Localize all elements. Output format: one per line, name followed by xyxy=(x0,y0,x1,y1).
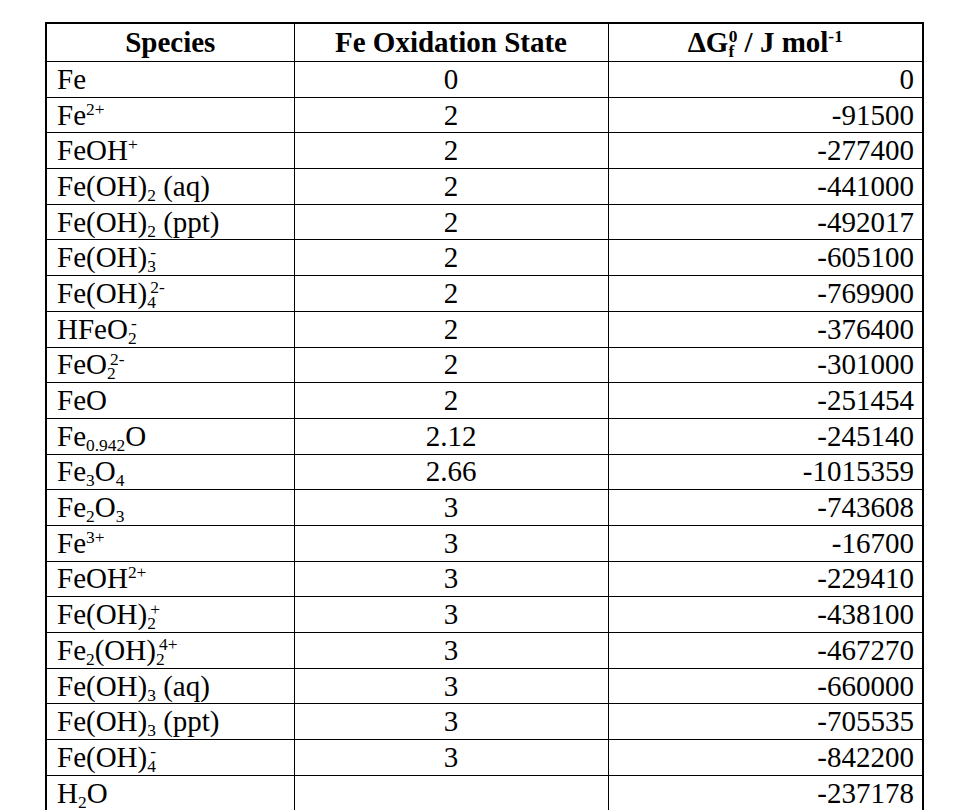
species-cell: HFeO2- xyxy=(46,311,294,347)
species-cell: Fe(OH)2 (aq) xyxy=(46,169,294,205)
table-row: Fe(OH)2 (ppt) 2 -492017 xyxy=(46,204,923,240)
table-row: HFeO2- 2 -376400 xyxy=(46,311,923,347)
gibbs-energy-cell: -277400 xyxy=(608,133,923,169)
gibbs-energy-cell: -769900 xyxy=(608,276,923,312)
oxidation-cell: 3 xyxy=(294,490,608,526)
species-cell: Fe xyxy=(46,62,294,98)
gibbs-energy-cell: -441000 xyxy=(608,169,923,205)
gibbs-energy-cell: -245140 xyxy=(608,418,923,454)
oxidation-cell: 2.12 xyxy=(294,418,608,454)
species-cell: Fe(OH)2 (ppt) xyxy=(46,204,294,240)
oxidation-cell: 3 xyxy=(294,704,608,740)
gibbs-energy-cell: -705535 xyxy=(608,704,923,740)
oxidation-cell: 3 xyxy=(294,668,608,704)
gibbs-energy-cell: -229410 xyxy=(608,561,923,597)
gibbs-energy-cell: -376400 xyxy=(608,311,923,347)
gibbs-energy-cell: -251454 xyxy=(608,383,923,419)
species-cell: Fe(OH)3- xyxy=(46,240,294,276)
oxidation-cell: 2 xyxy=(294,311,608,347)
table-row: Fe3O4 2.66 -1015359 xyxy=(46,454,923,490)
table-row: Fe(OH)3- 2 -605100 xyxy=(46,240,923,276)
gibbs-energy-cell: -605100 xyxy=(608,240,923,276)
oxidation-cell: 3 xyxy=(294,740,608,776)
species-cell: FeO xyxy=(46,383,294,419)
species-cell: Fe3+ xyxy=(46,525,294,561)
table-row: Fe3+ 3 -16700 xyxy=(46,525,923,561)
species-cell: Fe2(OH)24+ xyxy=(46,633,294,669)
oxidation-cell: 3 xyxy=(294,597,608,633)
gibbs-energy-cell: -492017 xyxy=(608,204,923,240)
oxidation-cell: 2 xyxy=(294,240,608,276)
table-row: Fe(OH)4- 3 -842200 xyxy=(46,740,923,776)
table-row: Fe(OH)42- 2 -769900 xyxy=(46,276,923,312)
species-table-body: Fe 0 0 Fe2+ 2 -91500 FeOH+ 2 -277400 Fe(… xyxy=(46,62,923,810)
column-header-oxidation-state: Fe Oxidation State xyxy=(294,23,608,62)
gibbs-energy-cell: -91500 xyxy=(608,97,923,133)
oxidation-cell: 3 xyxy=(294,633,608,669)
table-row: Fe2+ 2 -91500 xyxy=(46,97,923,133)
gibbs-energy-cell: -16700 xyxy=(608,525,923,561)
table-row: FeO22- 2 -301000 xyxy=(46,347,923,383)
table-row: Fe2O3 3 -743608 xyxy=(46,490,923,526)
gibbs-energy-cell: -438100 xyxy=(608,597,923,633)
table-row: FeO 2 -251454 xyxy=(46,383,923,419)
gibbs-energy-cell: -660000 xyxy=(608,668,923,704)
oxidation-cell: 2 xyxy=(294,383,608,419)
table-row: FeOH+ 2 -277400 xyxy=(46,133,923,169)
table-row: Fe(OH)3 (aq) 3 -660000 xyxy=(46,668,923,704)
species-cell: FeOH2+ xyxy=(46,561,294,597)
species-cell: Fe(OH)42- xyxy=(46,276,294,312)
species-cell: Fe(OH)4- xyxy=(46,740,294,776)
gibbs-energy-cell: -467270 xyxy=(608,633,923,669)
document-page: Species Fe Oxidation State ΔGf0 / J mol-… xyxy=(0,0,960,810)
gibbs-energy-cell: 0 xyxy=(608,62,923,98)
oxidation-cell: 2 xyxy=(294,97,608,133)
oxidation-cell: 2 xyxy=(294,347,608,383)
table-row: Fe2(OH)24+ 3 -467270 xyxy=(46,633,923,669)
oxidation-cell: 2 xyxy=(294,276,608,312)
table-row: Fe(OH)2+ 3 -438100 xyxy=(46,597,923,633)
oxidation-cell: 3 xyxy=(294,525,608,561)
oxidation-cell: 2 xyxy=(294,169,608,205)
oxidation-cell: 2 xyxy=(294,133,608,169)
table-row: Fe(OH)2 (aq) 2 -441000 xyxy=(46,169,923,205)
species-cell: Fe3O4 xyxy=(46,454,294,490)
gibbs-energy-cell: -237178 xyxy=(608,775,923,810)
gibbs-energy-cell: -1015359 xyxy=(608,454,923,490)
gibbs-energy-cell: -842200 xyxy=(608,740,923,776)
species-cell: Fe0.942O xyxy=(46,418,294,454)
table-row: Fe(OH)3 (ppt) 3 -705535 xyxy=(46,704,923,740)
table-row: FeOH2+ 3 -229410 xyxy=(46,561,923,597)
species-cell: Fe(OH)2+ xyxy=(46,597,294,633)
species-cell: Fe2O3 xyxy=(46,490,294,526)
column-header-gibbs-energy: ΔGf0 / J mol-1 xyxy=(608,23,923,62)
gibbs-energy-cell: -743608 xyxy=(608,490,923,526)
oxidation-cell xyxy=(294,775,608,810)
oxidation-cell: 0 xyxy=(294,62,608,98)
iron-species-thermodynamics-table: Species Fe Oxidation State ΔGf0 / J mol-… xyxy=(45,22,924,810)
oxidation-cell: 2.66 xyxy=(294,454,608,490)
table-row: Fe0.942O 2.12 -245140 xyxy=(46,418,923,454)
species-cell: Fe2+ xyxy=(46,97,294,133)
header-row: Species Fe Oxidation State ΔGf0 / J mol-… xyxy=(46,23,923,62)
gibbs-energy-cell: -301000 xyxy=(608,347,923,383)
species-cell: FeO22- xyxy=(46,347,294,383)
species-cell: H2O xyxy=(46,775,294,810)
column-header-species: Species xyxy=(46,23,294,62)
oxidation-cell: 2 xyxy=(294,204,608,240)
table-row: H2O -237178 xyxy=(46,775,923,810)
species-cell: Fe(OH)3 (aq) xyxy=(46,668,294,704)
table-row: Fe 0 0 xyxy=(46,62,923,98)
species-cell: Fe(OH)3 (ppt) xyxy=(46,704,294,740)
species-cell: FeOH+ xyxy=(46,133,294,169)
table-header: Species Fe Oxidation State ΔGf0 / J mol-… xyxy=(46,23,923,62)
oxidation-cell: 3 xyxy=(294,561,608,597)
